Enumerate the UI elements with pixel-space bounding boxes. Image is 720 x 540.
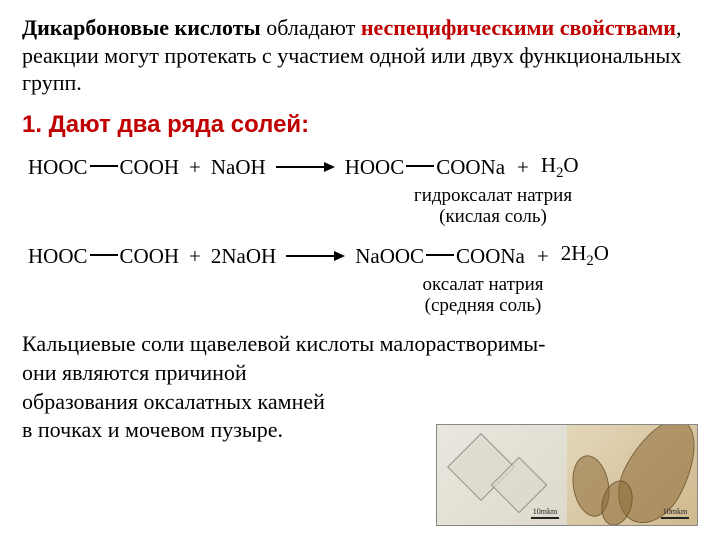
plus-sign: + bbox=[189, 155, 201, 180]
rxn1-rhs-a: HOOC bbox=[345, 155, 405, 180]
rxn1-lhs-b: COOH bbox=[120, 155, 180, 180]
intro-highlight: неспецифическими свойствами bbox=[361, 15, 676, 40]
reaction-arrow-icon bbox=[286, 251, 345, 261]
outro-line2: они являются причиной bbox=[22, 359, 698, 388]
plus-sign: + bbox=[517, 155, 529, 180]
rxn2-lhs-a: HOOC bbox=[28, 244, 88, 269]
micrograph-1: 10mkm bbox=[437, 425, 567, 525]
reaction-1-note: гидроксалат натрия (кислая соль) bbox=[288, 186, 698, 228]
rxn2-reagent-coef: 2 bbox=[211, 244, 222, 269]
rxn1-note-line1: гидроксалат натрия bbox=[288, 186, 698, 207]
rxn2-note-line2: (средняя соль) bbox=[268, 296, 698, 317]
outro-line1: Кальциевые соли щавелевой кислоты малора… bbox=[22, 330, 698, 359]
reaction-2-note: оксалат натрия (средняя соль) bbox=[268, 275, 698, 317]
reaction-1-equation: HOOC COOH + NaOH HOOC COONa + H2O bbox=[28, 153, 698, 182]
reaction-2: HOOC COOH + 2NaOH NaOOC COONa + 2H2O окс… bbox=[28, 241, 698, 316]
reaction-1: HOOC COOH + NaOH HOOC COONa + H2O гидрок… bbox=[28, 153, 698, 228]
plus-sign: + bbox=[537, 244, 549, 269]
scalebar-label: 10mkm bbox=[533, 507, 557, 516]
scalebar-1: 10mkm bbox=[531, 507, 559, 519]
bond-icon bbox=[90, 254, 118, 256]
rxn2-rhs-b: COONa bbox=[456, 244, 525, 269]
scalebar-2: 10mkm bbox=[661, 507, 689, 519]
rxn1-note-line2: (кислая соль) bbox=[288, 207, 698, 228]
reaction-2-equation: HOOC COOH + 2NaOH NaOOC COONa + 2H2O bbox=[28, 241, 698, 270]
rxn2-note-line1: оксалат натрия bbox=[268, 275, 698, 296]
reaction-arrow-icon bbox=[276, 162, 335, 172]
rxn1-reagent: NaOH bbox=[211, 155, 266, 180]
section-title: 1. Дают два ряда солей: bbox=[22, 111, 698, 139]
intro-lead-rest: обладают bbox=[261, 15, 361, 40]
plus-sign: + bbox=[189, 244, 201, 269]
rxn2-rhs-a: NaOOC bbox=[355, 244, 424, 269]
rxn1-lhs-a: HOOC bbox=[28, 155, 88, 180]
scalebar-label: 10mkm bbox=[663, 507, 687, 516]
rxn2-water: 2H2O bbox=[561, 241, 609, 270]
rxn2-reagent: NaOH bbox=[221, 244, 276, 269]
bond-icon bbox=[90, 165, 118, 167]
micrograph-2: 10mkm bbox=[567, 425, 697, 525]
outro-line3: образования оксалатных камней bbox=[22, 388, 698, 417]
intro-lead-bold: Дикарбоновые кислоты bbox=[22, 15, 261, 40]
rxn1-rhs-b: COONa bbox=[436, 155, 505, 180]
rxn1-water: H2O bbox=[541, 153, 579, 182]
micrograph-row: 10mkm 10mkm bbox=[436, 424, 698, 526]
bond-icon bbox=[426, 254, 454, 256]
rxn2-lhs-b: COOH bbox=[120, 244, 180, 269]
bond-icon bbox=[406, 165, 434, 167]
intro-paragraph: Дикарбоновые кислоты обладают неспецифич… bbox=[22, 14, 698, 97]
